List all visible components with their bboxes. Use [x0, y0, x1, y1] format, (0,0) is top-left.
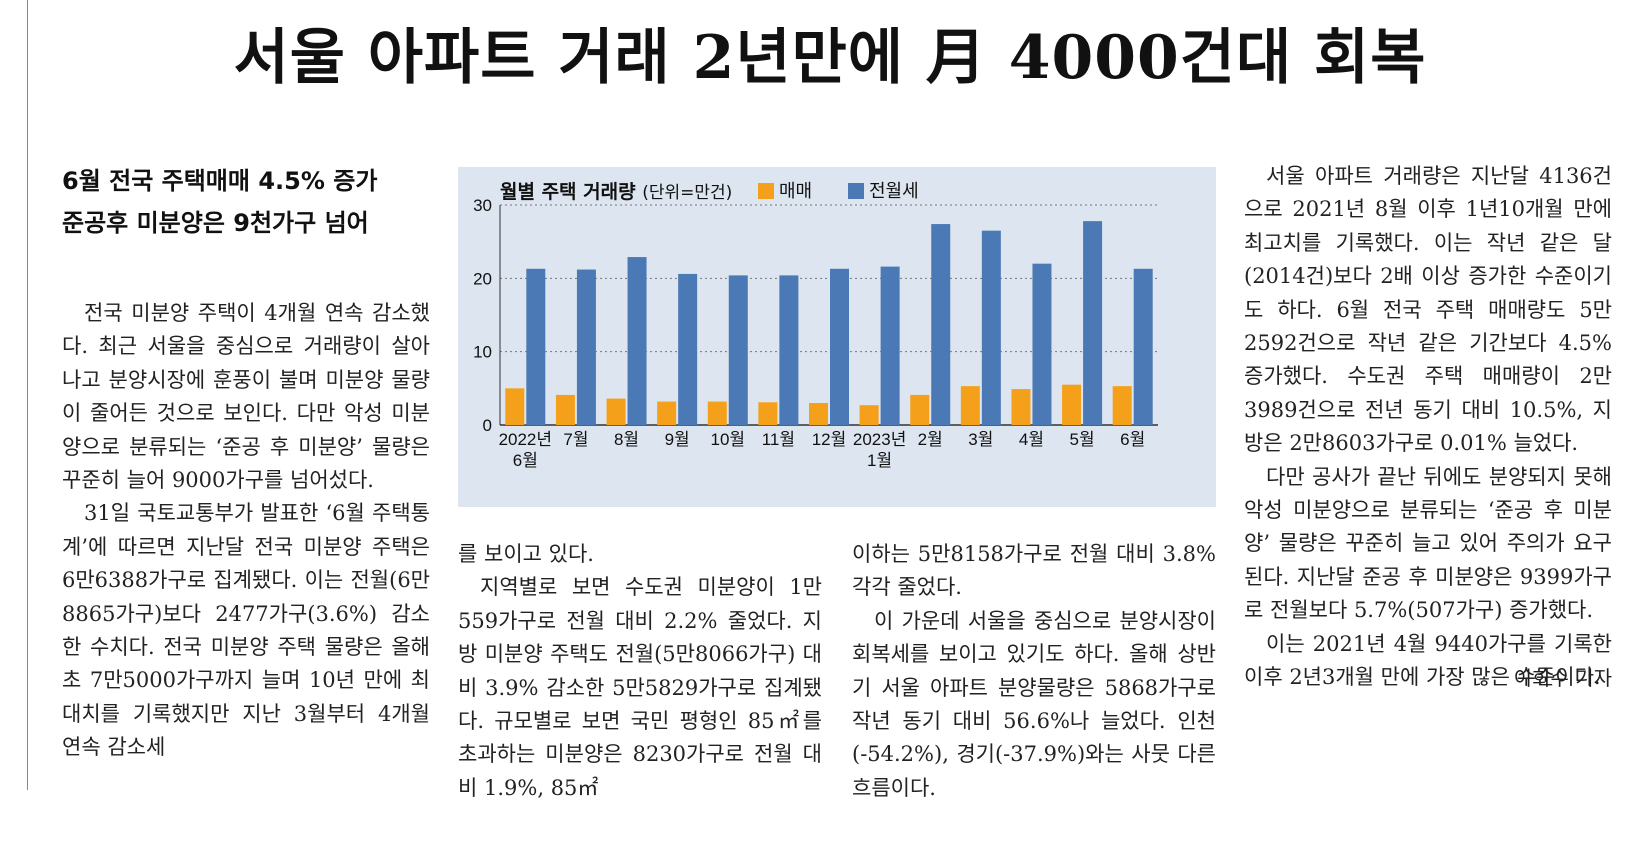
chart-unit-note: (단위=만건)	[642, 183, 733, 203]
bar-rent	[576, 269, 596, 425]
bar-sale	[859, 405, 879, 425]
bar-rent	[931, 224, 951, 425]
bar-sale	[606, 398, 626, 425]
legend-item-rent: 전월세	[848, 177, 919, 203]
bar-sale	[1062, 384, 1082, 425]
bar-sale	[1112, 386, 1132, 425]
x-tick-label: 2023년	[853, 430, 906, 449]
y-tick-label: 0	[483, 416, 492, 435]
subheadline: 6월 전국 주택매매 4.5% 증가 준공후 미분양은 9천가구 넘어	[62, 160, 432, 244]
bar-rent	[728, 275, 748, 425]
x-tick-label: 1월	[867, 451, 892, 470]
bar-rent	[779, 275, 799, 425]
article-column-2: 를 보이고 있다. 지역별로 보면 수도권 미분양이 1만559가구로 전월 대…	[458, 538, 822, 805]
bar-sale	[707, 401, 727, 425]
paragraph: 서울 아파트 거래량은 지난달 4136건으로 2021년 8월 이후 1년10…	[1244, 164, 1612, 456]
paragraph: 이하는 5만8158가구로 전월 대비 3.8% 각각 줄었다.	[852, 542, 1216, 600]
article-column-1: 전국 미분양 주택이 4개월 연속 감소했다. 최근 서울을 중심으로 거래량이…	[62, 297, 430, 765]
bar-rent	[981, 230, 1001, 425]
chart-plot: 0 10 20 30 2022년 6월 7월 8월 9월 10월 11월 12월 2023년 1월 2월 3월…	[473, 196, 1158, 470]
bar-sale	[758, 402, 778, 425]
x-tick-label: 8월	[614, 430, 639, 449]
chart-title-text: 월별 주택 거래량	[500, 181, 636, 203]
y-tick-label: 10	[473, 343, 492, 362]
legend-label-rent: 전월세	[869, 181, 919, 202]
paragraph: 를 보이고 있다.	[458, 542, 594, 566]
article-column-4: 서울 아파트 거래량은 지난달 4136건으로 2021년 8월 이후 1년10…	[1244, 160, 1612, 695]
column-rule	[27, 0, 28, 790]
x-tick-label: 6월	[513, 451, 538, 470]
y-tick-label: 30	[473, 196, 492, 215]
x-tick-label: 11월	[762, 430, 795, 449]
legend-swatch-rent	[848, 183, 864, 199]
bar-sale	[505, 388, 525, 425]
x-tick-label: 9월	[665, 430, 690, 449]
paragraph: 31일 국토교통부가 발표한 ‘6월 주택통계’에 따르면 지난달 전국 미분양…	[62, 501, 430, 760]
byline: 이희수 기자	[1513, 665, 1612, 690]
bar-sale	[960, 386, 980, 425]
bar-rent	[526, 268, 546, 425]
legend-swatch-sale	[758, 183, 774, 199]
x-tick-label: 7월	[563, 430, 588, 449]
bar-sale	[555, 394, 575, 425]
article-column-3: 이하는 5만8158가구로 전월 대비 3.8% 각각 줄었다. 이 가운데 서…	[852, 538, 1216, 805]
subheadline-line-2: 준공후 미분양은 9천가구 넘어	[62, 209, 369, 237]
bar-rent	[880, 266, 900, 425]
legend-item-sale: 매매	[758, 177, 812, 203]
bar-sale	[657, 401, 677, 425]
bar-rent	[1032, 263, 1052, 425]
x-tick-label: 4월	[1019, 430, 1044, 449]
legend-label-sale: 매매	[779, 181, 813, 202]
bar-rent	[830, 268, 849, 425]
x-tick-label: 12월	[812, 430, 847, 449]
x-tick-label: 5월	[1070, 430, 1095, 449]
bar-rent	[627, 257, 647, 425]
bar-rent	[1133, 268, 1153, 425]
bar-sale	[1011, 389, 1031, 425]
x-tick-label: 2월	[918, 430, 943, 449]
bar-sale	[910, 394, 930, 425]
bar-rent	[1083, 221, 1103, 425]
x-tick-label: 10월	[710, 430, 745, 449]
bar-chart: 월별 주택 거래량 (단위=만건) 매매 전월세 0 10 20 30 2022년 6월 7…	[458, 167, 1216, 507]
paragraph: 이 가운데 서울을 중심으로 분양시장이 회복세를 보이고 있기도 하다. 올해…	[852, 608, 1216, 800]
y-tick-label: 20	[473, 269, 492, 288]
paragraph: 지역별로 보면 수도권 미분양이 1만559가구로 전월 대비 2.2% 줄었다…	[458, 575, 822, 800]
chart-title: 월별 주택 거래량 (단위=만건)	[500, 177, 732, 204]
x-tick-label: 3월	[968, 430, 993, 449]
headline: 서울 아파트 거래 2년만에 月 4000건대 회복	[233, 23, 1427, 93]
bar-rent	[678, 273, 698, 425]
paragraph: 전국 미분양 주택이 4개월 연속 감소했다. 최근 서울을 중심으로 거래량이…	[62, 301, 430, 493]
x-tick-label: 2022년	[499, 430, 552, 449]
paragraph: 다만 공사가 끝난 뒤에도 분양되지 못해 악성 미분양으로 분류되는 ‘준공 …	[1244, 464, 1612, 623]
paragraph: 이는 2021년 4월 9440가구를 기록한 이후 2년3개월 만에 가장 많…	[1244, 631, 1612, 690]
subheadline-line-1: 6월 전국 주택매매 4.5% 증가	[62, 167, 378, 195]
x-tick-label: 6월	[1120, 430, 1145, 449]
bar-sale	[809, 403, 828, 425]
